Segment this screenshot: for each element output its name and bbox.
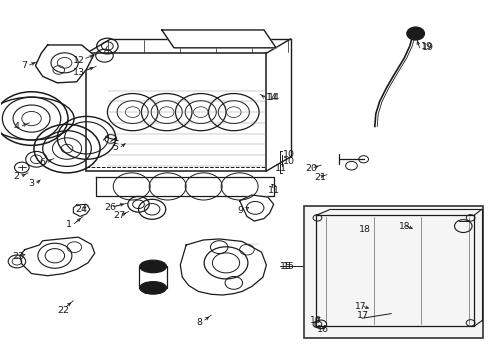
Text: 19: 19	[420, 41, 431, 50]
Text: 17: 17	[354, 302, 366, 311]
Text: 5: 5	[112, 143, 118, 152]
Text: 23: 23	[12, 252, 24, 261]
Text: 25: 25	[143, 287, 155, 296]
Text: 17: 17	[357, 311, 368, 320]
Polygon shape	[162, 30, 276, 48]
Text: 16: 16	[316, 325, 328, 334]
Text: 12: 12	[73, 56, 85, 65]
Text: 10: 10	[282, 157, 294, 166]
Text: 3: 3	[28, 179, 34, 188]
Text: 11: 11	[267, 185, 279, 194]
Polygon shape	[20, 237, 95, 276]
Text: 10: 10	[282, 150, 294, 159]
Text: 11: 11	[274, 164, 286, 173]
Text: 14: 14	[267, 93, 279, 102]
Text: 15: 15	[282, 262, 294, 271]
Text: 26: 26	[104, 203, 116, 212]
Text: 6: 6	[39, 158, 45, 167]
Ellipse shape	[140, 260, 166, 273]
Text: 1: 1	[65, 220, 71, 229]
Text: 21: 21	[313, 173, 325, 182]
Text: 9: 9	[237, 206, 243, 215]
Text: 15: 15	[279, 262, 291, 271]
Bar	[303, 206, 482, 338]
Text: 16: 16	[309, 316, 321, 325]
Text: 2: 2	[14, 172, 20, 181]
Text: 27: 27	[113, 211, 125, 220]
Polygon shape	[239, 195, 273, 221]
Circle shape	[406, 27, 424, 40]
Text: 8: 8	[196, 318, 202, 327]
Polygon shape	[35, 45, 94, 83]
Text: 13: 13	[73, 68, 85, 77]
Polygon shape	[73, 204, 90, 216]
Ellipse shape	[140, 282, 166, 294]
Text: 14: 14	[266, 93, 278, 102]
Text: 24: 24	[75, 205, 87, 214]
Text: 18: 18	[358, 225, 370, 234]
Text: 20: 20	[305, 164, 317, 173]
Text: 18: 18	[398, 222, 409, 231]
Text: 4: 4	[14, 122, 20, 131]
Text: 22: 22	[57, 306, 69, 315]
Text: 19: 19	[421, 42, 433, 51]
Text: 7: 7	[21, 61, 27, 70]
Polygon shape	[180, 239, 266, 295]
